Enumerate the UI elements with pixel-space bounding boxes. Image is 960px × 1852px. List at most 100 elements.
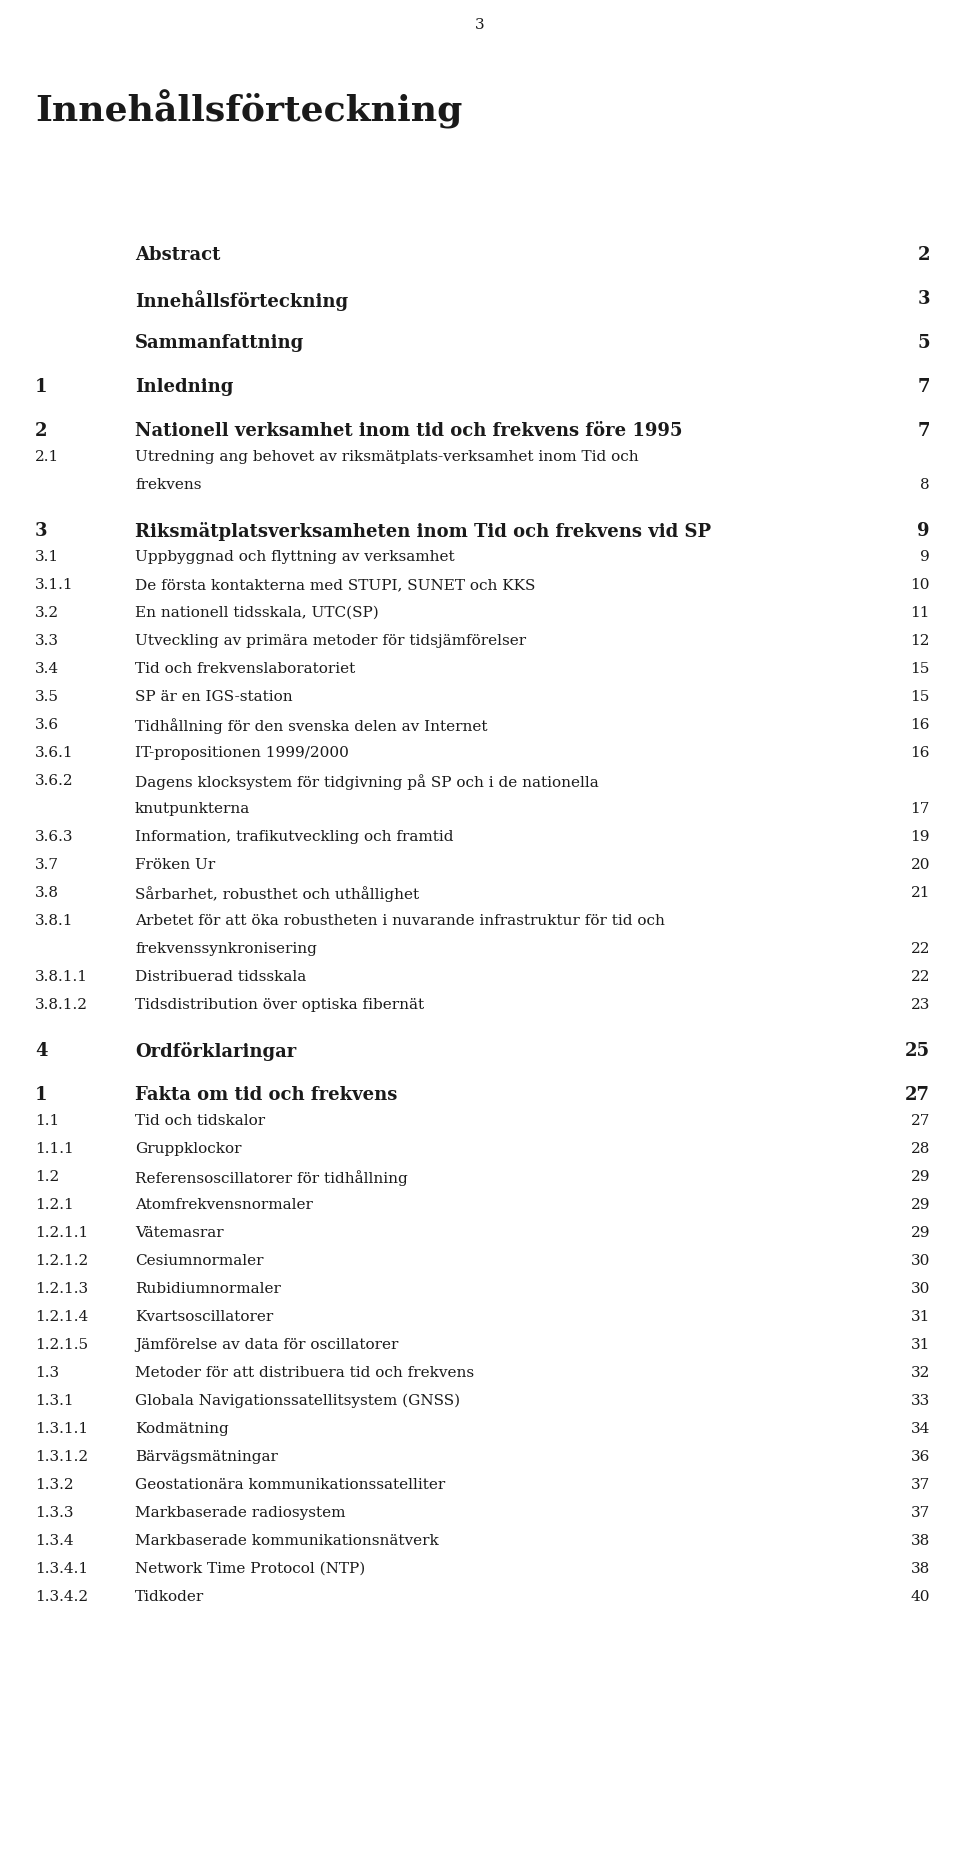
Text: Tid och tidskalor: Tid och tidskalor	[135, 1115, 265, 1128]
Text: 3.2: 3.2	[35, 606, 60, 620]
Text: 15: 15	[911, 691, 930, 704]
Text: 1.3: 1.3	[35, 1367, 60, 1380]
Text: 17: 17	[911, 802, 930, 817]
Text: frekvens: frekvens	[135, 478, 202, 493]
Text: Kvartsoscillatorer: Kvartsoscillatorer	[135, 1309, 274, 1324]
Text: 37: 37	[911, 1478, 930, 1493]
Text: 5: 5	[918, 333, 930, 352]
Text: 1.2.1.2: 1.2.1.2	[35, 1254, 88, 1269]
Text: 1: 1	[35, 378, 47, 396]
Text: Inledning: Inledning	[135, 378, 233, 396]
Text: 1.2: 1.2	[35, 1170, 60, 1183]
Text: 1.1: 1.1	[35, 1115, 60, 1128]
Text: SP är en IGS-station: SP är en IGS-station	[135, 691, 293, 704]
Text: Sårbarhet, robusthet och uthållighet: Sårbarhet, robusthet och uthållighet	[135, 885, 420, 902]
Text: 12: 12	[910, 633, 930, 648]
Text: Jämförelse av data för oscillatorer: Jämförelse av data för oscillatorer	[135, 1337, 398, 1352]
Text: Fakta om tid och frekvens: Fakta om tid och frekvens	[135, 1085, 397, 1104]
Text: Innehållsförteckning: Innehållsförteckning	[35, 91, 463, 130]
Text: 20: 20	[910, 857, 930, 872]
Text: Utredning ang behovet av riksmätplats-verksamhet inom Tid och: Utredning ang behovet av riksmätplats-ve…	[135, 450, 638, 465]
Text: Geostationära kommunikationssatelliter: Geostationära kommunikationssatelliter	[135, 1478, 445, 1493]
Text: 1.2.1.4: 1.2.1.4	[35, 1309, 88, 1324]
Text: 31: 31	[911, 1337, 930, 1352]
Text: Network Time Protocol (NTP): Network Time Protocol (NTP)	[135, 1561, 365, 1576]
Text: 19: 19	[910, 830, 930, 845]
Text: Arbetet för att öka robustheten i nuvarande infrastruktur för tid och: Arbetet för att öka robustheten i nuvara…	[135, 915, 665, 928]
Text: frekvenssynkronisering: frekvenssynkronisering	[135, 943, 317, 956]
Text: 2: 2	[35, 422, 47, 441]
Text: 2: 2	[918, 246, 930, 265]
Text: Tidsdistribution över optiska fibernät: Tidsdistribution över optiska fibernät	[135, 998, 424, 1011]
Text: Nationell verksamhet inom tid och frekvens före 1995: Nationell verksamhet inom tid och frekve…	[135, 422, 683, 441]
Text: 7: 7	[918, 378, 930, 396]
Text: Information, trafikutveckling och framtid: Information, trafikutveckling och framti…	[135, 830, 453, 845]
Text: 1.1.1: 1.1.1	[35, 1143, 74, 1156]
Text: Tid och frekvenslaboratoriet: Tid och frekvenslaboratoriet	[135, 661, 355, 676]
Text: 7: 7	[918, 422, 930, 441]
Text: 3.6.2: 3.6.2	[35, 774, 74, 787]
Text: Tidkoder: Tidkoder	[135, 1591, 204, 1604]
Text: Gruppklockor: Gruppklockor	[135, 1143, 242, 1156]
Text: 3.5: 3.5	[35, 691, 59, 704]
Text: 3.7: 3.7	[35, 857, 59, 872]
Text: 3.1.1: 3.1.1	[35, 578, 74, 593]
Text: 3.8: 3.8	[35, 885, 59, 900]
Text: Kodmätning: Kodmätning	[135, 1422, 228, 1435]
Text: 3.4: 3.4	[35, 661, 60, 676]
Text: Uppbyggnad och flyttning av verksamhet: Uppbyggnad och flyttning av verksamhet	[135, 550, 455, 565]
Text: 3.6: 3.6	[35, 719, 60, 732]
Text: 3.8.1.2: 3.8.1.2	[35, 998, 88, 1011]
Text: Sammanfattning: Sammanfattning	[135, 333, 304, 352]
Text: 38: 38	[911, 1561, 930, 1576]
Text: 29: 29	[910, 1170, 930, 1183]
Text: 32: 32	[911, 1367, 930, 1380]
Text: 1.2.1: 1.2.1	[35, 1198, 74, 1211]
Text: Rubidiumnormaler: Rubidiumnormaler	[135, 1282, 281, 1296]
Text: 1: 1	[35, 1085, 47, 1104]
Text: 1.2.1.3: 1.2.1.3	[35, 1282, 88, 1296]
Text: Abstract: Abstract	[135, 246, 221, 265]
Text: 8: 8	[921, 478, 930, 493]
Text: 29: 29	[910, 1198, 930, 1211]
Text: 21: 21	[910, 885, 930, 900]
Text: 1.3.1.2: 1.3.1.2	[35, 1450, 88, 1463]
Text: 30: 30	[911, 1254, 930, 1269]
Text: Atomfrekvensnormaler: Atomfrekvensnormaler	[135, 1198, 313, 1211]
Text: Referensoscillatorer för tidhållning: Referensoscillatorer för tidhållning	[135, 1170, 408, 1185]
Text: 36: 36	[911, 1450, 930, 1463]
Text: Fröken Ur: Fröken Ur	[135, 857, 215, 872]
Text: 3: 3	[475, 19, 485, 31]
Text: 15: 15	[911, 661, 930, 676]
Text: 40: 40	[910, 1591, 930, 1604]
Text: 1.3.1: 1.3.1	[35, 1395, 74, 1408]
Text: 3: 3	[918, 291, 930, 307]
Text: 9: 9	[921, 550, 930, 565]
Text: Vätemasrar: Vätemasrar	[135, 1226, 224, 1241]
Text: Markbaserade radiosystem: Markbaserade radiosystem	[135, 1506, 346, 1520]
Text: 9: 9	[918, 522, 930, 541]
Text: 3.1: 3.1	[35, 550, 60, 565]
Text: Innehållsförteckning: Innehållsförteckning	[135, 291, 348, 311]
Text: 38: 38	[911, 1533, 930, 1548]
Text: De första kontakterna med STUPI, SUNET och KKS: De första kontakterna med STUPI, SUNET o…	[135, 578, 536, 593]
Text: 16: 16	[910, 719, 930, 732]
Text: 27: 27	[911, 1115, 930, 1128]
Text: 28: 28	[911, 1143, 930, 1156]
Text: 29: 29	[910, 1226, 930, 1241]
Text: 3.8.1: 3.8.1	[35, 915, 74, 928]
Text: Ordförklaringar: Ordförklaringar	[135, 1043, 297, 1061]
Text: 3.3: 3.3	[35, 633, 59, 648]
Text: knutpunkterna: knutpunkterna	[135, 802, 251, 817]
Text: 1.2.1.1: 1.2.1.1	[35, 1226, 88, 1241]
Text: 10: 10	[910, 578, 930, 593]
Text: 25: 25	[905, 1043, 930, 1059]
Text: 1.3.2: 1.3.2	[35, 1478, 74, 1493]
Text: 1.3.4.1: 1.3.4.1	[35, 1561, 88, 1576]
Text: 16: 16	[910, 746, 930, 759]
Text: 3: 3	[35, 522, 47, 541]
Text: 1.3.4: 1.3.4	[35, 1533, 74, 1548]
Text: Bärvägsmätningar: Bärvägsmätningar	[135, 1450, 277, 1463]
Text: 23: 23	[911, 998, 930, 1011]
Text: 31: 31	[911, 1309, 930, 1324]
